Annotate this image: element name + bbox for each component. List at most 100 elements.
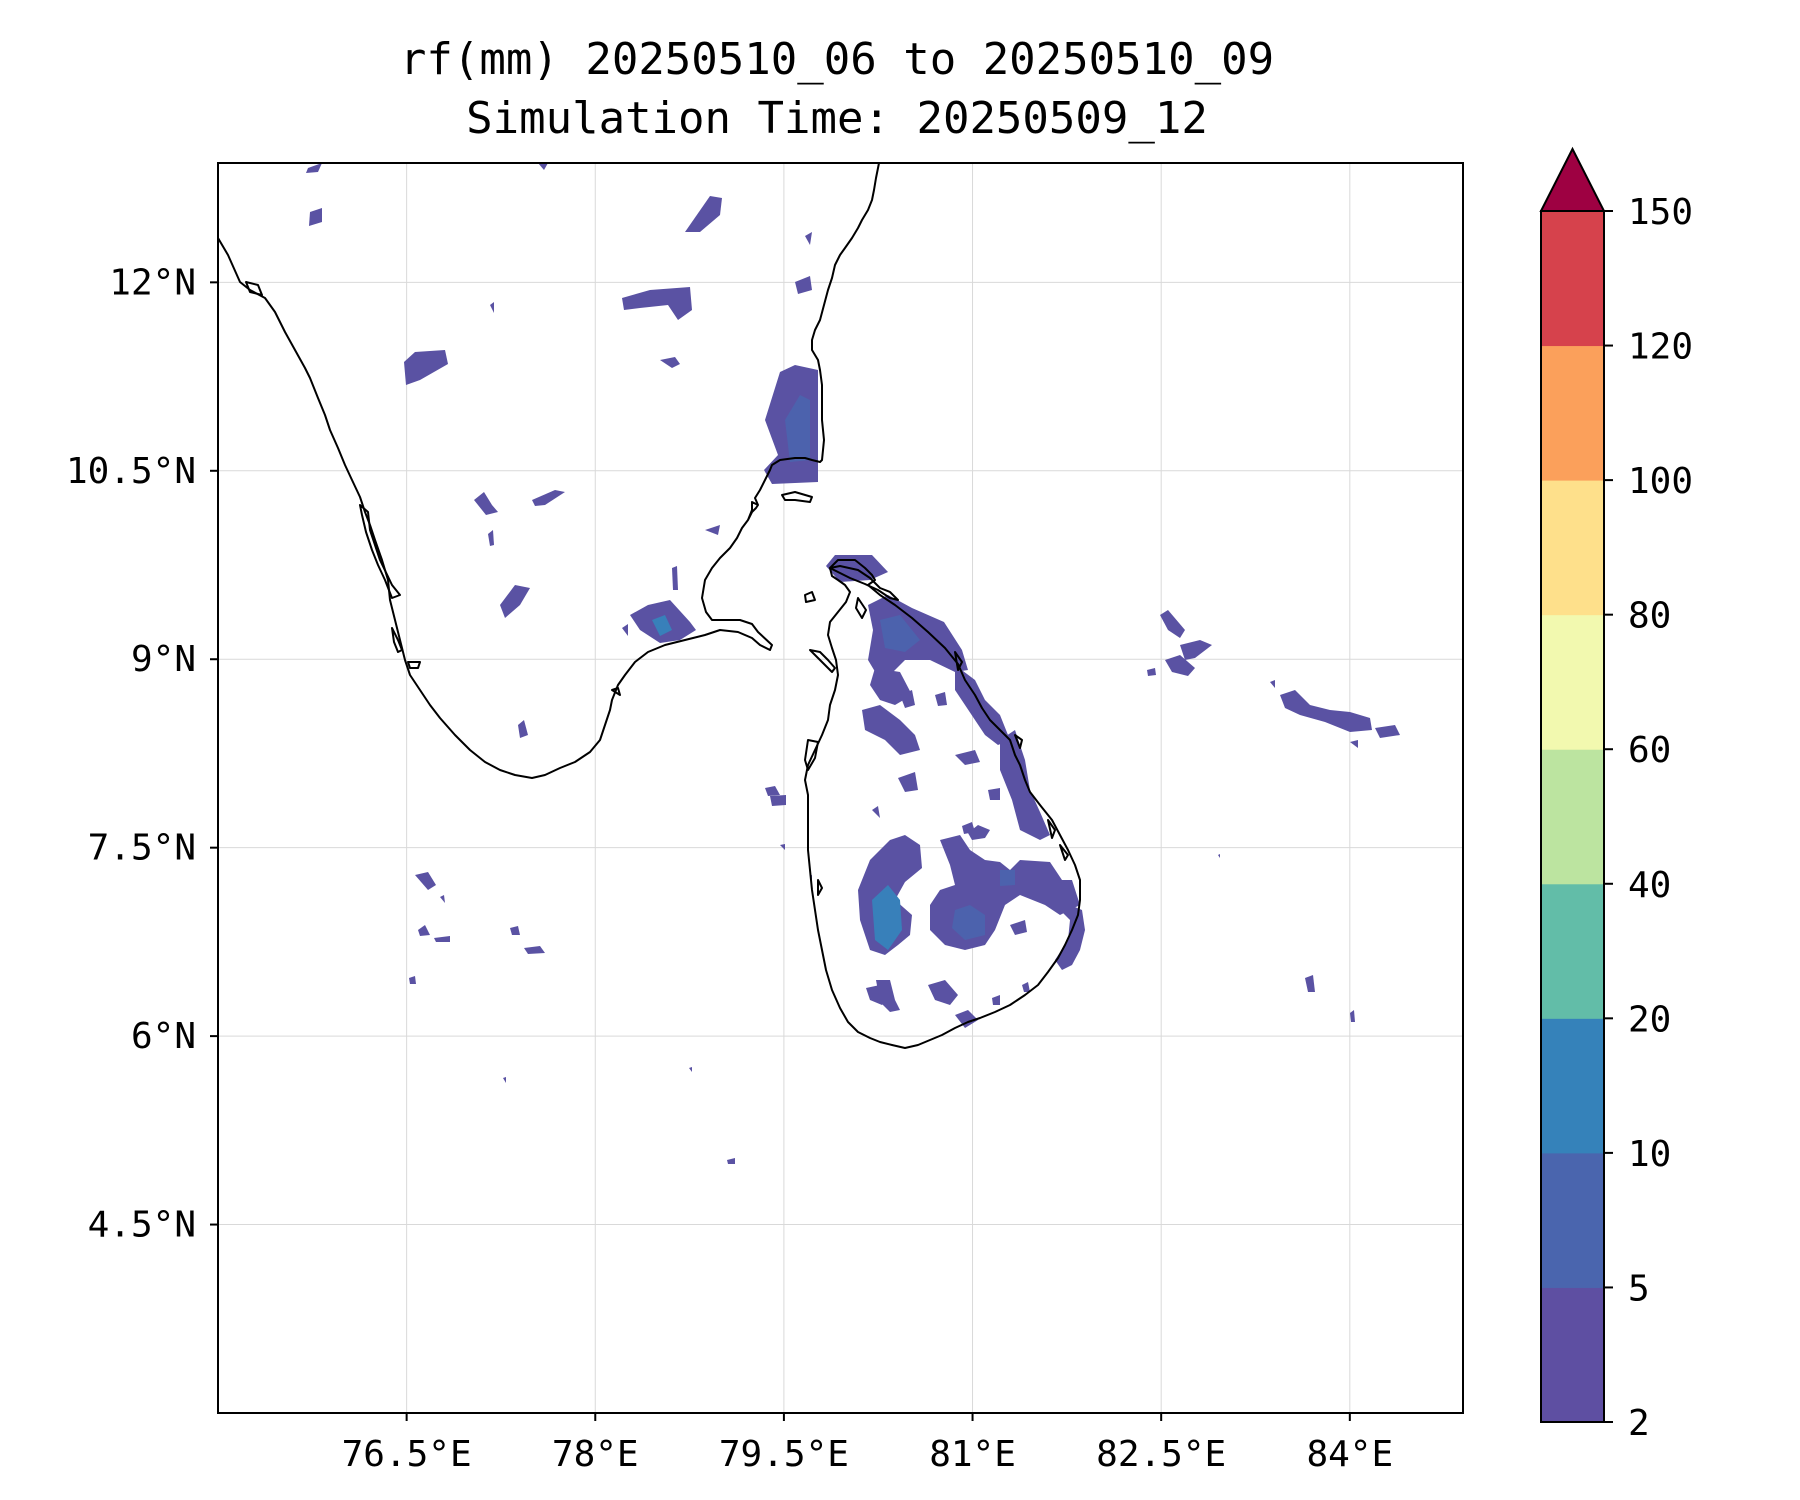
coastline-india-west-detail <box>611 687 621 696</box>
rain-cell <box>880 615 920 652</box>
rain-cell <box>418 925 430 936</box>
rain-cell <box>652 615 672 636</box>
coastline-india-west-detail <box>407 661 421 669</box>
rain-cell <box>1000 870 1015 886</box>
colorbar-tick-label: 20 <box>1628 999 1671 1040</box>
colorbar-segment <box>1541 1152 1604 1288</box>
rain-cell <box>1350 740 1358 748</box>
coastline-sri-lanka-lagoon <box>809 649 836 673</box>
colorbar-segment <box>1541 211 1604 347</box>
rain-cell <box>795 276 812 294</box>
rain-cell <box>955 1010 978 1028</box>
rain-cell <box>1180 640 1212 660</box>
rain-cell <box>898 772 918 792</box>
rain-cell <box>622 624 628 636</box>
rain-cell <box>1055 905 1085 970</box>
map-background <box>218 163 1463 1413</box>
rain-cell <box>770 795 786 806</box>
coastlines <box>217 162 1081 1049</box>
colorbar-segment <box>1541 1287 1604 1423</box>
colorbar-tick-label: 40 <box>1628 865 1671 906</box>
rain-cell <box>306 163 322 173</box>
rain-cell <box>1375 725 1400 738</box>
rain-cell <box>1280 690 1372 732</box>
rain-cell <box>532 490 565 506</box>
rainfall-contours <box>306 163 1400 1164</box>
map-panel: 76.5°E 78°E 79.5°E 81°E 82.5°E 84°E 12°N 10.5°… <box>66 162 1464 1475</box>
colorbar-tick-label: 60 <box>1628 730 1671 771</box>
x-tick-label: 82.5°E <box>1096 1434 1226 1475</box>
coastline-india-west-detail <box>391 627 403 653</box>
x-axis-ticks: 76.5°E 78°E 79.5°E 81°E 82.5°E 84°E <box>342 1413 1393 1475</box>
y-tick-label: 4.5°N <box>88 1205 196 1246</box>
rain-cell <box>660 357 680 368</box>
rain-cell <box>1305 975 1315 992</box>
colorbar-tick-label: 10 <box>1628 1134 1671 1175</box>
rain-cell <box>685 196 722 232</box>
rain-cell <box>503 1077 506 1083</box>
rain-cell <box>1022 982 1030 992</box>
y-tick-label: 7.5°N <box>88 828 196 869</box>
rain-cell <box>872 885 902 950</box>
y-tick-label: 9°N <box>131 639 196 680</box>
map-frame <box>217 162 1464 1414</box>
colorbar-tick-label: 150 <box>1628 192 1693 233</box>
rain-cell <box>785 395 810 462</box>
rain-cell <box>968 825 990 840</box>
x-tick-label: 84°E <box>1306 1434 1393 1475</box>
rain-cell <box>1270 680 1275 688</box>
rain-cell <box>705 525 720 535</box>
rain-cell <box>1000 730 1050 840</box>
x-tick-label: 81°E <box>929 1434 1016 1475</box>
x-tick-label: 78°E <box>552 1434 639 1475</box>
coastline-india <box>217 162 880 779</box>
rain-cell <box>780 844 785 850</box>
coastline-india-lagoon <box>781 491 813 503</box>
y-tick-label: 12°N <box>109 262 196 303</box>
rain-cell <box>672 566 678 590</box>
coastline-sri-lanka-lagoon <box>1014 734 1023 749</box>
coastline-sri-lanka-west <box>817 879 823 896</box>
rain-cell <box>622 287 692 320</box>
coastline-sri-lanka-lagoon <box>1047 819 1056 839</box>
title-line-1: rf(mm) 20250510_06 to 20250510_09 <box>400 34 1274 85</box>
colorbar-tick-label: 80 <box>1628 596 1671 637</box>
rain-cell <box>1010 920 1027 935</box>
coastline-india-west-detail <box>245 281 263 296</box>
colorbar-tick-label: 120 <box>1628 327 1693 368</box>
rain-cell <box>765 786 780 796</box>
colorbar-segment <box>1541 749 1604 885</box>
coastline-india-west-detail <box>359 504 401 599</box>
rain-cell <box>900 690 915 708</box>
rain-cell <box>1218 854 1220 858</box>
rain-cell <box>992 995 1000 1005</box>
rain-cell <box>409 976 416 984</box>
rain-cell <box>1147 668 1156 676</box>
y-axis-ticks: 12°N 10.5°N 9°N 7.5°N 6°N 4.5°N <box>66 262 218 1246</box>
rain-cell <box>862 705 920 755</box>
coastline-sri-lanka-jaffna <box>829 565 899 601</box>
rain-cell <box>500 585 530 618</box>
colorbar-segment <box>1541 614 1604 750</box>
y-tick-label: 10.5°N <box>66 451 196 492</box>
coastline-sri-lanka-lagoon <box>804 591 816 603</box>
rain-cell <box>876 980 900 1012</box>
rain-cell <box>872 806 880 818</box>
rain-cell <box>1160 610 1185 638</box>
coastline-sri-lanka-lagoon <box>855 597 867 619</box>
rain-cell <box>524 946 545 954</box>
rain-cell <box>488 530 494 546</box>
rain-cell <box>538 163 548 170</box>
rain-cell <box>928 980 958 1005</box>
colorbar-frame <box>1540 210 1605 1423</box>
rain-cell <box>510 926 520 935</box>
rain-cell <box>727 1158 735 1164</box>
x-tick-label: 79.5°E <box>719 1434 849 1475</box>
colorbar-segment <box>1541 883 1604 1019</box>
rain-cell <box>490 302 494 313</box>
colorbar-segment <box>1541 480 1604 616</box>
colorbar-extend-arrow <box>1539 146 1606 212</box>
rain-cell <box>404 350 448 385</box>
title-line-2: Simulation Time: 20250509_12 <box>466 93 1208 144</box>
